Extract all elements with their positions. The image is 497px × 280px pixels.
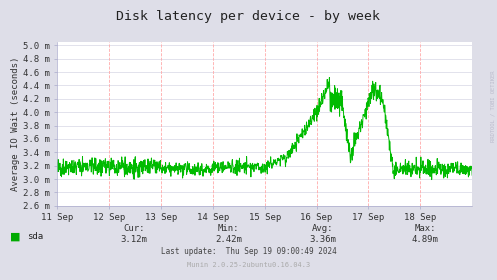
- Text: Munin 2.0.25-2ubuntu0.16.04.3: Munin 2.0.25-2ubuntu0.16.04.3: [187, 262, 310, 268]
- Text: 2.42m: 2.42m: [215, 235, 242, 244]
- Text: ■: ■: [10, 232, 20, 242]
- Text: RRDTOOL / TOBI OETIKER: RRDTOOL / TOBI OETIKER: [491, 71, 496, 142]
- Text: 3.36m: 3.36m: [310, 235, 336, 244]
- Text: Last update:  Thu Sep 19 09:00:49 2024: Last update: Thu Sep 19 09:00:49 2024: [161, 248, 336, 256]
- Text: Min:: Min:: [218, 224, 240, 233]
- Text: 3.12m: 3.12m: [121, 235, 148, 244]
- Text: 4.89m: 4.89m: [412, 235, 438, 244]
- Text: Disk latency per device - by week: Disk latency per device - by week: [116, 10, 381, 23]
- Text: Max:: Max:: [414, 224, 436, 233]
- Y-axis label: Average IO Wait (seconds): Average IO Wait (seconds): [11, 57, 20, 191]
- Text: Avg:: Avg:: [312, 224, 334, 233]
- Text: Cur:: Cur:: [123, 224, 145, 233]
- Text: sda: sda: [27, 232, 43, 241]
